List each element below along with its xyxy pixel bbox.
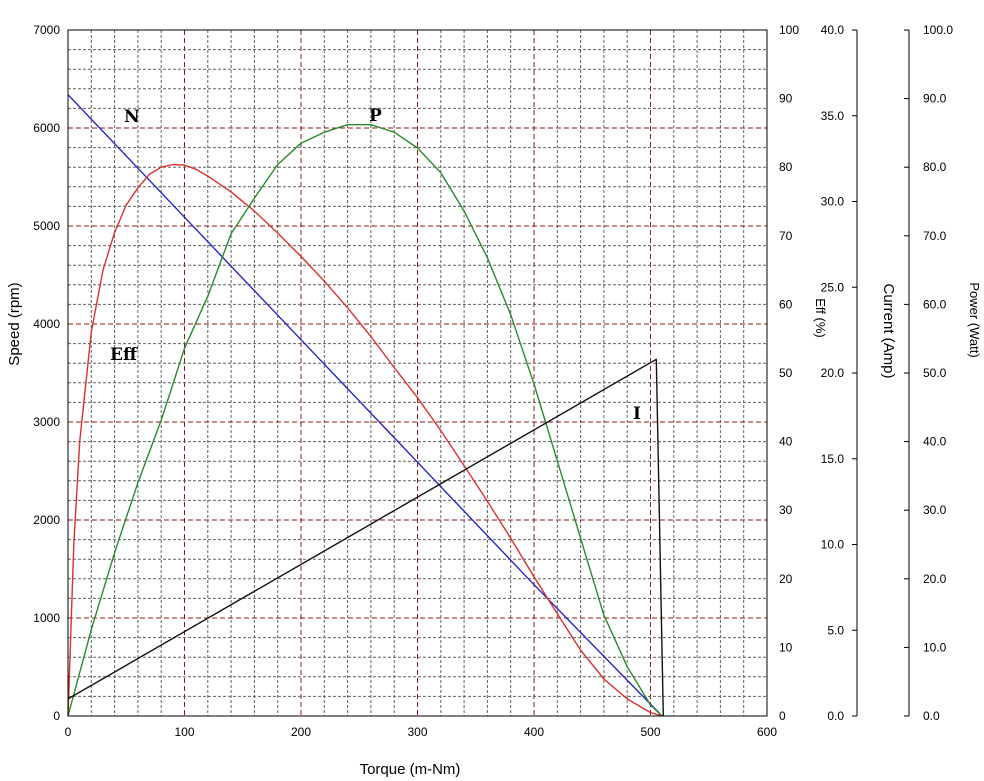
speed-tick-label: 0 (53, 709, 60, 723)
power-tick-label: 20.0 (923, 572, 947, 586)
series-line-eff (67, 163, 663, 717)
current-axis-title: Current (Amp) (880, 283, 897, 378)
x-axis-title: Torque (m-Nm) (360, 761, 461, 778)
current-tick-label: 5.0 (827, 623, 844, 637)
speed-axis-ticks: 0 1000 2000 3000 4000 5000 6000 7000 (33, 23, 60, 723)
power-tick-label: 40.0 (923, 435, 947, 449)
speed-tick-label: 7000 (33, 23, 60, 37)
series-label-i: I (633, 404, 641, 424)
power-tick-label: 10.0 (923, 640, 947, 654)
efficiency-axis-ticks: 0 10 20 30 40 50 60 70 80 90 100 (779, 23, 799, 723)
current-tick-label: 40.0 (821, 23, 845, 37)
speed-tick-label: 6000 (33, 121, 60, 135)
power-tick-label: 50.0 (923, 366, 947, 380)
efficiency-tick-label: 10 (779, 640, 793, 654)
power-tick-label: 100.0 (923, 23, 953, 37)
current-tick-label: 30.0 (821, 195, 845, 209)
series-lines (67, 94, 664, 717)
current-tick-label: 20.0 (821, 366, 845, 380)
current-tick-label: 10.0 (821, 538, 845, 552)
current-tick-label: 35.0 (821, 109, 845, 123)
efficiency-tick-label: 40 (779, 435, 793, 449)
power-tick-label: 90.0 (923, 92, 947, 106)
speed-axis-title: Speed (rpm) (6, 282, 23, 365)
power-axis: 0.0 10.0 20.0 30.0 40.0 50.0 60.0 70.0 80.0 90.0 1… (904, 23, 953, 723)
power-axis-title: Power (Watt) (967, 282, 982, 357)
speed-tick-label: 3000 (33, 415, 60, 429)
power-tick-label: 60.0 (923, 297, 947, 311)
current-tick-label: 25.0 (821, 280, 845, 294)
efficiency-tick-label: 80 (779, 160, 793, 174)
speed-tick-label: 5000 (33, 219, 60, 233)
efficiency-tick-label: 60 (779, 297, 793, 311)
current-tick-label: 15.0 (821, 452, 845, 466)
series-line-i (67, 358, 664, 717)
speed-tick-label: 4000 (33, 317, 60, 331)
power-tick-label: 0.0 (923, 709, 940, 723)
efficiency-tick-label: 70 (779, 229, 793, 243)
torque-tick-label: 0 (65, 725, 72, 739)
torque-tick-label: 500 (640, 725, 660, 739)
efficiency-tick-label: 100 (779, 23, 799, 37)
power-tick-label: 30.0 (923, 503, 947, 517)
current-axis: 0.0 5.0 10.0 15.0 20.0 25.0 30.0 35.0 40.0 (821, 23, 858, 723)
torque-axis-ticks: 0 100 200 300 400 500 600 (65, 725, 778, 739)
efficiency-tick-label: 50 (779, 366, 793, 380)
power-tick-label: 70.0 (923, 229, 947, 243)
efficiency-tick-label: 90 (779, 92, 793, 106)
torque-tick-label: 200 (291, 725, 311, 739)
series-line-n (67, 94, 663, 717)
speed-tick-label: 1000 (33, 611, 60, 625)
torque-tick-label: 100 (174, 725, 194, 739)
torque-tick-label: 400 (524, 725, 544, 739)
speed-tick-label: 2000 (33, 513, 60, 527)
efficiency-tick-label: 20 (779, 572, 793, 586)
efficiency-tick-label: 0 (779, 709, 786, 723)
series-label-p: P (369, 106, 382, 126)
current-tick-label: 0.0 (827, 709, 844, 723)
chart-grid (68, 30, 767, 716)
plot-frame (67, 29, 768, 717)
efficiency-tick-label: 30 (779, 503, 793, 517)
efficiency-axis-title: Eff (%) (813, 298, 828, 338)
series-line-p (67, 123, 663, 717)
torque-tick-label: 600 (757, 725, 777, 739)
torque-tick-label: 300 (407, 725, 427, 739)
power-tick-label: 80.0 (923, 160, 947, 174)
series-label-n: N (124, 107, 140, 127)
series-label-eff: Eff (110, 345, 138, 365)
